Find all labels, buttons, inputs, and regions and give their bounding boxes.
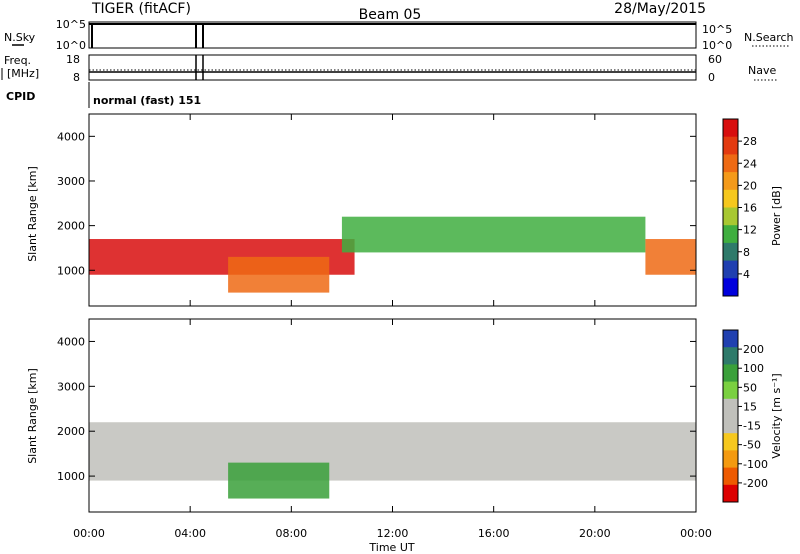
colorbar-swatch xyxy=(723,467,738,486)
colorbar-tick-label: 24 xyxy=(743,157,757,170)
colorbar-swatch xyxy=(723,347,738,365)
x-tick-label: 08:00 xyxy=(275,527,307,540)
heatmap-cell xyxy=(228,256,330,293)
colorbar-tick-label: -100 xyxy=(743,458,768,471)
heatmap-cell xyxy=(341,216,646,253)
cpid-label: CPID xyxy=(6,90,35,103)
time-axis: 00:00 04:00 08:00 12:00 16:00 20:00 00:00 xyxy=(73,114,712,540)
y-tick-label: 3000 xyxy=(57,380,85,393)
y-tick-label: 2000 xyxy=(57,220,85,233)
freq-tick-bottom-right: 0 xyxy=(708,71,715,84)
colorbar-tick-label: -200 xyxy=(743,477,768,490)
title-left: TIGER (fitACF) xyxy=(91,1,191,17)
colorbar-swatch xyxy=(723,416,738,434)
velocity-heatmap xyxy=(89,422,696,499)
power-ylabel: Slant Range [km] xyxy=(26,166,39,262)
x-tick-label: 04:00 xyxy=(174,527,206,540)
colorbar-swatch xyxy=(723,398,738,417)
colorbar-swatch xyxy=(723,330,738,348)
nsky-label: N.Sky xyxy=(4,31,36,44)
colorbar-tick-label: -50 xyxy=(743,439,761,452)
power-yaxis: 4000 3000 2000 1000 xyxy=(57,130,696,277)
colorbar-swatch xyxy=(723,381,738,400)
colorbar-tick-label: 200 xyxy=(743,343,764,356)
power-heatmap xyxy=(89,216,696,293)
freq-label-1: Freq. xyxy=(4,54,31,67)
heatmap-cell xyxy=(645,239,696,275)
colorbar-tick-label: 4 xyxy=(743,268,750,281)
nsearch-label: N.Search xyxy=(744,31,794,44)
colorbar-tick-label: 15 xyxy=(743,400,757,413)
cpid-text: normal (fast) 151 xyxy=(93,94,201,107)
heatmap-cell xyxy=(89,422,696,481)
time-axis-label: Time UT xyxy=(368,541,414,554)
title-right: 28/May/2015 xyxy=(614,1,706,17)
colorbar-swatch xyxy=(723,207,738,226)
title-center: Beam 05 xyxy=(359,7,422,23)
power-panel: 4000 3000 2000 1000 Slant Range [km] xyxy=(26,113,697,307)
colorbar-swatch xyxy=(723,119,738,138)
x-tick-label: 12:00 xyxy=(377,527,409,540)
velocity-yaxis: 4000 3000 2000 1000 xyxy=(57,335,696,483)
freq-panel: Freq. [MHz] 18 8 60 0 Nave xyxy=(1,53,778,84)
colorbar-tick-label: 28 xyxy=(743,135,757,148)
colorbar-swatch xyxy=(723,364,738,383)
nave-label: Nave xyxy=(748,64,776,77)
colorbar-tick-label: 8 xyxy=(743,246,750,259)
nsky-tick-bottom-right: 10^0 xyxy=(702,39,732,52)
velocity-ylabel: Slant Range [km] xyxy=(26,368,39,464)
y-tick-label: 4000 xyxy=(57,335,85,348)
freq-tick-bottom-left: 8 xyxy=(73,71,80,84)
y-tick-label: 1000 xyxy=(57,264,85,277)
y-tick-label: 1000 xyxy=(57,470,85,483)
colorbar-swatch xyxy=(723,433,738,451)
colorbar-swatch xyxy=(723,136,738,155)
colorbar-tick-label: -15 xyxy=(743,420,761,433)
colorbar-swatch xyxy=(723,242,738,262)
x-tick-label: 20:00 xyxy=(579,527,611,540)
colorbar-swatch xyxy=(723,278,738,297)
nsky-tick-top-right: 10^5 xyxy=(702,23,732,36)
velocity-panel: 4000 3000 2000 1000 Slant Range [km] xyxy=(26,318,697,513)
colorbar-tick-label: 12 xyxy=(743,224,757,237)
power-colorbar: 28 24 20 16 12 8 4 Power [dB] xyxy=(722,118,783,297)
freq-tick-top-right: 60 xyxy=(708,53,722,66)
x-tick-label: 16:00 xyxy=(478,527,510,540)
velocity-colorbar-label: Velocity [m s⁻¹] xyxy=(770,373,783,458)
nsky-tick-top-left: 10^5 xyxy=(56,18,86,31)
colorbar-tick-label: 100 xyxy=(743,362,764,375)
velocity-colorbar: 200 100 50 15 -15 -50 -100 -200 Velocity [m s⁻¹… xyxy=(722,329,783,503)
colorbar-tick-label: 50 xyxy=(743,381,757,394)
colorbar-swatch xyxy=(723,225,738,244)
colorbar-swatch xyxy=(723,484,738,503)
nsky-panel: N.Sky 10^5 10^0 10^5 10^0 N.Search xyxy=(4,18,794,52)
colorbar-tick-label: 16 xyxy=(743,202,757,215)
colorbar-tick-label: 20 xyxy=(743,179,757,192)
colorbar-swatch xyxy=(723,189,738,208)
colorbar-swatch xyxy=(723,154,738,173)
x-tick-label: 00:00 xyxy=(680,527,712,540)
y-tick-label: 3000 xyxy=(57,175,85,188)
freq-label-2: [MHz] xyxy=(7,67,39,80)
colorbar-swatch xyxy=(723,260,738,279)
x-tick-label: 00:00 xyxy=(73,527,105,540)
y-tick-label: 4000 xyxy=(57,130,85,143)
colorbar-swatch xyxy=(723,450,738,469)
colorbar-swatch xyxy=(723,172,738,191)
freq-tick-top-left: 18 xyxy=(66,53,80,66)
y-tick-label: 2000 xyxy=(57,425,85,438)
heatmap-cell xyxy=(228,462,330,499)
cpid-panel: CPID normal (fast) 151 xyxy=(6,82,201,108)
power-colorbar-label: Power [dB] xyxy=(770,186,783,246)
nsky-tick-bottom-left: 10^0 xyxy=(56,39,86,52)
